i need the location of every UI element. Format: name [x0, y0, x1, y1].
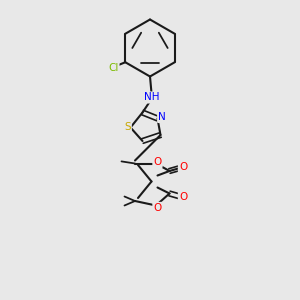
Text: O: O: [153, 157, 162, 167]
Text: NH: NH: [144, 92, 159, 103]
Text: O: O: [153, 203, 162, 213]
Text: N: N: [158, 112, 166, 122]
Text: S: S: [124, 122, 131, 133]
Text: O: O: [179, 192, 187, 202]
Text: Cl: Cl: [108, 63, 119, 73]
Text: O: O: [179, 162, 187, 172]
